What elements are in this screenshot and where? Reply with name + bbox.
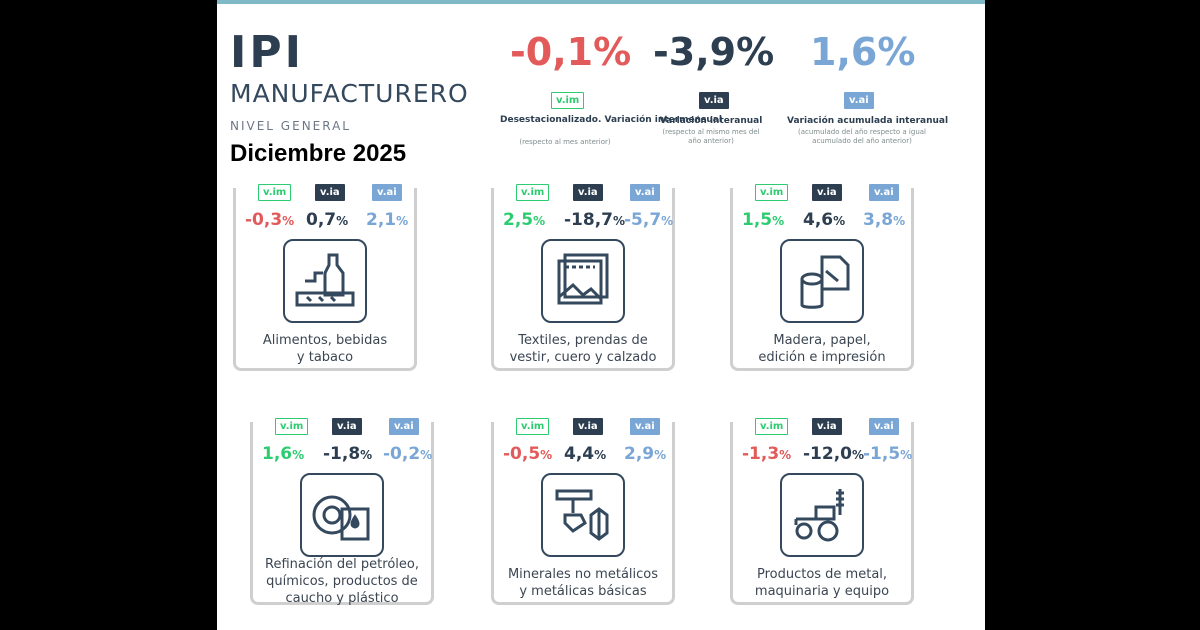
tag-vim: v.im	[275, 418, 309, 435]
sector-label-line: químicos, productos de	[266, 574, 418, 589]
sector-card-2: v.im v.ia v.ai 2,5% -18,7% -5,7% Textile…	[491, 184, 675, 371]
sector-label-line: Alimentos, bebidas	[262, 333, 388, 348]
page-title: IPI	[230, 27, 304, 78]
tag-via: v.ia	[573, 184, 603, 201]
tag-via: v.ia	[315, 184, 345, 201]
sector-label: Refinación del petróleo, químicos, produc…	[253, 556, 431, 607]
via-value: 0,7%	[306, 210, 349, 230]
tag-vim: v.im	[258, 184, 292, 201]
vim-value: -0,5%	[503, 444, 553, 464]
vai-value: -5,7%	[624, 210, 674, 230]
summary-vim-value: -0,1%	[510, 30, 632, 74]
sector-label-line: Minerales no metálicos	[507, 567, 659, 582]
tag-vai: v.ai	[869, 184, 899, 201]
via-value: 4,4%	[564, 444, 607, 464]
tag-vai: v.ai	[630, 184, 660, 201]
sector-label-line: Madera, papel,	[773, 333, 871, 348]
summary-via-label: Variación interanual	[659, 116, 763, 126]
sector-label: Productos de metal, maquinaria y equipo	[733, 566, 911, 600]
tag-vim: v.im	[755, 184, 789, 201]
tag-vai: v.ai	[372, 184, 402, 201]
vai-value: 2,1%	[366, 210, 409, 230]
sector-label: Minerales no metálicos y metálicas básica…	[494, 566, 672, 600]
tag-vim: v.im	[516, 418, 550, 435]
sector-label: Alimentos, bebidas y tabaco	[236, 332, 414, 366]
sector-card-3: v.im v.ia v.ai 1,5% 4,6% 3,8% Madera, pa…	[730, 184, 914, 371]
sector-card-5: v.im v.ia v.ai -0,5% 4,4% 2,9% Minerales…	[491, 418, 675, 605]
sector-card-4: v.im v.ia v.ai 1,6% -1,8% -0,2% Refinaci…	[250, 418, 434, 607]
summary-vim-label: Desestacionalizado. Variación intermensu…	[500, 115, 722, 125]
date-label: Diciembre 2025	[230, 140, 407, 167]
via-value: 4,6%	[803, 210, 846, 230]
top-divider	[217, 0, 985, 4]
vim-value: -0,3%	[245, 210, 295, 230]
sector-label-line: caucho y plástico	[285, 591, 399, 606]
summary-vai-sub: (acumulado del año respecto a igual acum…	[797, 128, 926, 145]
vai-value: -0,2%	[383, 444, 433, 464]
tag-via: v.ia	[812, 184, 842, 201]
tag-via: v.ia	[812, 418, 842, 435]
via-value: -18,7%	[564, 210, 626, 230]
summary-via-value: -3,9%	[653, 30, 775, 74]
summary-vai-tag: v.ai	[844, 88, 874, 109]
vim-value: 1,6%	[262, 444, 305, 464]
infographic-panel: IPI MANUFACTURERO NIVEL GENERAL Diciembr…	[217, 0, 985, 630]
vim-value: -1,3%	[742, 444, 792, 464]
sector-label: Madera, papel, edición e impresión	[733, 332, 911, 366]
sector-label-line: y tabaco	[296, 350, 354, 365]
tag-vai: v.ai	[389, 418, 419, 435]
vim-value: 1,5%	[742, 210, 785, 230]
tag-vim: v.im	[516, 184, 550, 201]
sector-card-1: v.im v.ia v.ai -0,3% 0,7% 2,1% Alimentos…	[233, 184, 417, 371]
tractor-icon	[780, 473, 864, 557]
page-subtitle: MANUFACTURERO	[230, 79, 469, 108]
summary-vai-label: Variación acumulada interanual	[787, 116, 949, 126]
wood-paper-icon	[780, 239, 864, 323]
sector-card-6: v.im v.ia v.ai -1,3% -12,0% -1,5% Produc…	[730, 418, 914, 605]
summary-vim-tag: v.im	[551, 88, 585, 109]
food-icon	[283, 239, 367, 323]
minerals-icon	[541, 473, 625, 557]
summary-via-tag: v.ia	[699, 88, 729, 109]
sector-label-line: vestir, cuero y calzado	[509, 350, 657, 365]
summary-vim-sub: (respecto al mes anterior)	[519, 138, 611, 146]
sector-label-line: Productos de metal,	[756, 567, 888, 582]
tag-vim: v.im	[755, 418, 789, 435]
sector-label: Textiles, prendas de vestir, cuero y calz…	[494, 332, 672, 366]
vai-value: -1,5%	[863, 444, 913, 464]
vim-value: 2,5%	[503, 210, 546, 230]
tag-via: v.ia	[573, 418, 603, 435]
tag-vai: v.ai	[869, 418, 899, 435]
summary-via-sub: (respecto al mismo mes del año anterior)	[662, 128, 760, 145]
sector-label-line: y metálicas básicas	[519, 584, 647, 599]
oil-tire-icon	[300, 473, 384, 557]
tag-via: v.ia	[332, 418, 362, 435]
sector-label-line: Textiles, prendas de	[518, 333, 648, 348]
vai-value: 3,8%	[863, 210, 906, 230]
vai-value: 2,9%	[624, 444, 667, 464]
sector-label-line: maquinaria y equipo	[754, 584, 890, 599]
summary-vai-value: 1,6%	[810, 30, 916, 74]
via-value: -1,8%	[323, 444, 373, 464]
textile-icon	[541, 239, 625, 323]
tag-vai: v.ai	[630, 418, 660, 435]
level-label: NIVEL GENERAL	[230, 119, 351, 133]
via-value: -12,0%	[803, 444, 865, 464]
sector-label-line: edición e impresión	[758, 350, 886, 365]
sector-label-line: Refinación del petróleo,	[265, 557, 419, 572]
